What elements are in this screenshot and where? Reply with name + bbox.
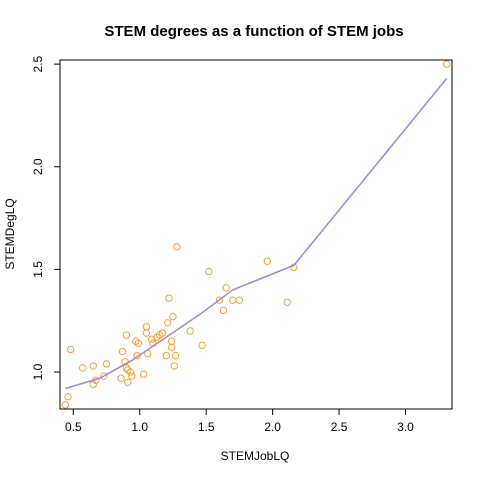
data-point (124, 378, 132, 387)
y-tick-label: 1.0 (31, 363, 45, 380)
trend-line (65, 77, 448, 390)
data-point (64, 392, 72, 401)
data-point (222, 284, 230, 292)
data-point (219, 306, 228, 315)
data-point (167, 343, 176, 352)
data-point (186, 327, 194, 335)
data-point (122, 364, 131, 372)
x-axis: 0.5 1.0 1.5 2.0 2.5 3.0 (65, 408, 414, 434)
data-point (89, 362, 97, 370)
data-point (118, 347, 127, 356)
data-point (163, 319, 172, 327)
data-point (102, 360, 111, 368)
x-tick-label: 2.0 (264, 420, 281, 434)
y-axis: 1.0 1.5 2.0 2.5 (31, 55, 61, 380)
data-point (61, 401, 70, 409)
data-point (126, 368, 135, 376)
data-point (205, 267, 213, 276)
data-point (283, 298, 291, 306)
data-point (78, 364, 87, 372)
data-point (128, 372, 136, 380)
data-point (229, 296, 237, 304)
y-tick-label: 2.5 (31, 55, 45, 72)
plot-area (61, 60, 451, 409)
data-point (167, 337, 176, 345)
data-point (142, 329, 151, 337)
data-point (134, 339, 143, 348)
data-point (66, 345, 75, 354)
data-point (235, 296, 244, 304)
data-point (117, 374, 125, 382)
data-point (173, 243, 181, 251)
x-tick-label: 1.5 (198, 420, 215, 434)
data-point (162, 351, 171, 360)
data-point (215, 296, 224, 304)
data-point (158, 329, 167, 337)
chart-title: STEM degrees as a function of STEM jobs (104, 23, 403, 40)
data-point (171, 351, 180, 360)
x-tick-label: 1.0 (131, 420, 148, 434)
x-axis-label: STEMJobLQ (221, 449, 290, 463)
x-tick-label: 3.0 (397, 420, 414, 434)
x-tick-label: 0.5 (65, 420, 82, 434)
data-point (122, 331, 131, 339)
y-tick-label: 1.5 (31, 261, 45, 278)
data-point (170, 362, 178, 370)
data-point (140, 370, 148, 378)
data-point (169, 312, 177, 321)
y-tick-label: 2.0 (31, 158, 45, 175)
data-point (100, 372, 108, 380)
data-point (198, 341, 206, 350)
plot-frame (59, 59, 453, 410)
x-tick-label: 2.5 (331, 420, 348, 434)
data-point (142, 323, 151, 331)
y-axis-label: STEMDegLQ (3, 198, 17, 269)
data-point (263, 257, 271, 265)
data-point (442, 60, 451, 68)
data-point (165, 294, 173, 302)
